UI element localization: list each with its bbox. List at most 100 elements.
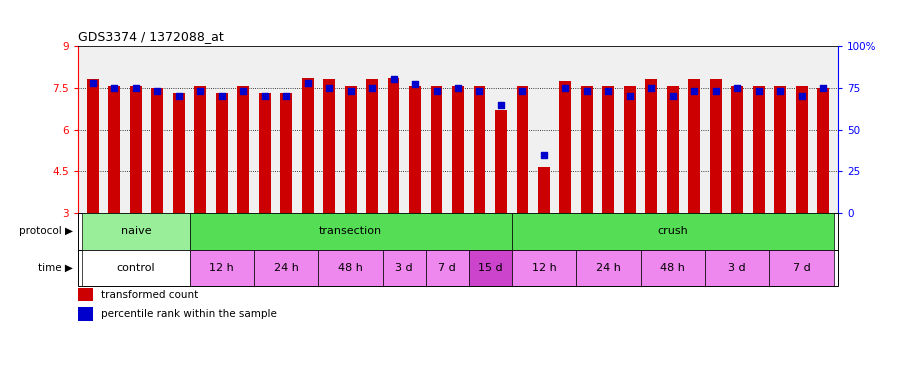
Bar (796, 86, 808, 213)
Bar (469, 250, 512, 286)
Point (558, 85, 572, 91)
Text: 12 h: 12 h (210, 263, 234, 273)
Point (322, 85, 336, 91)
Bar (383, 250, 426, 286)
Bar (624, 86, 636, 213)
Point (236, 88, 251, 94)
Bar (108, 86, 120, 213)
Bar (254, 250, 319, 286)
Text: 7 d: 7 d (792, 263, 811, 273)
Bar (512, 250, 576, 286)
Point (665, 93, 680, 99)
Point (214, 93, 229, 99)
Bar (576, 250, 640, 286)
Bar (474, 86, 485, 213)
Bar (667, 86, 679, 213)
Point (494, 101, 508, 108)
Point (816, 85, 831, 91)
Bar (495, 110, 507, 213)
Point (193, 88, 208, 94)
Point (107, 85, 122, 91)
Bar (194, 86, 206, 213)
Bar (78, 307, 93, 321)
Point (278, 93, 293, 99)
Bar (731, 86, 743, 213)
Text: percentile rank within the sample: percentile rank within the sample (101, 309, 277, 319)
Text: 3 d: 3 d (728, 263, 746, 273)
Bar (517, 86, 529, 213)
Bar (344, 86, 356, 213)
Point (171, 93, 186, 99)
Text: 48 h: 48 h (338, 263, 363, 273)
Point (85, 80, 100, 86)
Bar (710, 79, 722, 213)
Bar (581, 86, 593, 213)
Bar (82, 250, 190, 286)
Bar (646, 79, 657, 213)
Bar (237, 86, 249, 213)
Text: crush: crush (658, 226, 688, 237)
Bar (82, 213, 190, 250)
Text: protocol ▶: protocol ▶ (19, 226, 73, 237)
Bar (538, 167, 550, 213)
Bar (431, 86, 442, 213)
Text: transformed count: transformed count (101, 290, 198, 300)
Point (687, 88, 702, 94)
Text: 12 h: 12 h (531, 263, 556, 273)
Bar (301, 78, 313, 213)
Point (451, 85, 465, 91)
Bar (512, 213, 834, 250)
Point (537, 152, 551, 158)
Bar (774, 86, 786, 213)
Bar (688, 79, 700, 213)
Point (515, 88, 529, 94)
Text: time ▶: time ▶ (38, 263, 73, 273)
Bar (259, 93, 270, 213)
Point (344, 88, 358, 94)
Bar (323, 79, 335, 213)
Bar (387, 78, 399, 213)
Point (430, 88, 444, 94)
Text: 24 h: 24 h (596, 263, 621, 273)
Bar (603, 86, 615, 213)
Bar (319, 250, 383, 286)
Point (580, 88, 594, 94)
Point (773, 88, 788, 94)
Point (300, 80, 315, 86)
Text: transection: transection (319, 226, 382, 237)
Point (150, 88, 165, 94)
Point (708, 88, 723, 94)
Bar (769, 250, 834, 286)
Bar (216, 93, 228, 213)
Text: 48 h: 48 h (660, 263, 685, 273)
Point (730, 85, 745, 91)
Bar (173, 93, 185, 213)
Point (472, 88, 486, 94)
Point (387, 76, 401, 83)
Bar (453, 86, 463, 213)
Text: 24 h: 24 h (274, 263, 299, 273)
Bar (409, 86, 421, 213)
Text: control: control (116, 263, 155, 273)
Text: naive: naive (121, 226, 151, 237)
Point (601, 88, 616, 94)
Point (794, 93, 809, 99)
Bar (753, 86, 765, 213)
Bar (280, 93, 292, 213)
Bar (640, 250, 705, 286)
Point (257, 93, 272, 99)
Bar (87, 79, 99, 213)
Bar (190, 213, 512, 250)
Bar (190, 250, 254, 286)
Text: 15 d: 15 d (478, 263, 503, 273)
Bar (426, 250, 469, 286)
Text: GDS3374 / 1372088_at: GDS3374 / 1372088_at (78, 30, 224, 43)
Point (128, 85, 143, 91)
Point (623, 93, 638, 99)
Bar (151, 88, 163, 213)
Bar (366, 79, 378, 213)
Bar (705, 250, 769, 286)
Bar (78, 288, 93, 301)
Bar (130, 86, 142, 213)
Text: 3 d: 3 d (396, 263, 413, 273)
